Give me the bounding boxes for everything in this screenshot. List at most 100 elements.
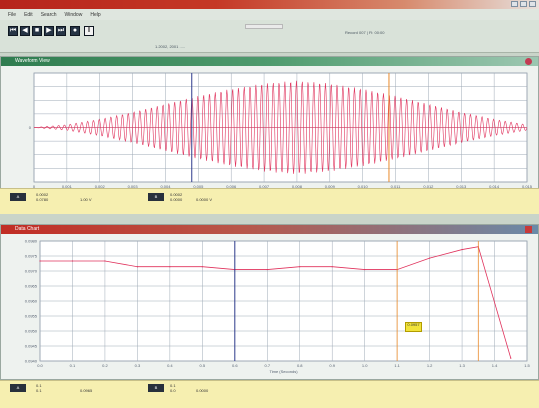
x-tick-label: 1.5	[524, 363, 530, 368]
data-point	[461, 248, 463, 251]
menu-edit[interactable]: Edit	[24, 11, 33, 18]
cursor-a-value: 1.00 V	[80, 197, 92, 202]
panel-status-icon	[525, 58, 532, 65]
data-chart-panel-header: Data Chart	[1, 225, 538, 234]
close-button[interactable]	[529, 1, 536, 7]
marker-label: 0.0957	[405, 322, 422, 332]
x-tick-label: 0.012	[423, 184, 434, 189]
toolbar-status-left: 1.2002, 2001 .....	[155, 44, 186, 49]
data-chart-readout: A 0.1 0.1 0.0965 B 0.1 0.0 0.0000	[0, 380, 539, 398]
x-axis-title: Time (Seconds)	[269, 369, 298, 374]
x-tick-label: 0.014	[489, 184, 500, 189]
cursor-a2-line1: 0.1	[36, 383, 42, 388]
menu-help[interactable]: Help	[90, 11, 101, 18]
toolbar: ⏮ ◀ ■ ▶ ⏭ ● ‖ 1.2002, 2001 ..... Record …	[0, 20, 539, 68]
cursor-a-icon-2[interactable]: A	[10, 384, 26, 392]
data-point	[364, 268, 366, 271]
data-series	[40, 246, 512, 359]
x-tick-label: 1.4	[492, 363, 498, 368]
cursor-b-icon-2[interactable]: B	[148, 384, 164, 392]
data-point	[201, 266, 203, 268]
cursor-b-values: 0.0002 0.0000	[170, 192, 182, 202]
toolbar-status-right: Record 007 | Fi: 00:00	[345, 30, 385, 35]
x-tick-label: 0.007	[259, 184, 270, 189]
play-button[interactable]: ▶	[44, 26, 54, 36]
x-tick-label: 0.015	[522, 184, 533, 189]
x-tick-label: 0.9	[329, 363, 335, 368]
cursor-a-line2: 0.0780	[36, 197, 49, 202]
y-tick-label: 0.0960	[25, 299, 38, 304]
data-point	[39, 260, 41, 262]
menu-file[interactable]: File	[8, 11, 17, 18]
menu-bar: File Edit Search Window Help	[0, 9, 539, 20]
maximize-button[interactable]	[520, 1, 527, 7]
menu-search[interactable]: Search	[40, 11, 57, 18]
pause-button[interactable]: ‖	[84, 26, 94, 36]
data-chart-panel-title: Data Chart	[15, 226, 40, 232]
x-tick-label: 1.2	[427, 363, 433, 368]
x-tick-label: 1.0	[362, 363, 368, 368]
record-button[interactable]: ●	[70, 26, 80, 36]
stop-button[interactable]: ■	[32, 26, 42, 36]
cursor-b-line2: 0.0000	[170, 197, 183, 202]
cursor-b-icon[interactable]: B	[148, 193, 164, 201]
x-tick-label: 0.003	[128, 184, 139, 189]
waveform-panel-header: Waveform View	[1, 57, 538, 66]
x-tick-label: 0	[33, 184, 36, 189]
step-back-button[interactable]: ◀	[20, 26, 30, 36]
data-point	[266, 268, 268, 271]
skip-back-button[interactable]: ⏮	[8, 26, 18, 36]
x-tick-label: 0.010	[358, 184, 369, 189]
title-bar	[0, 0, 539, 9]
status-bar	[0, 398, 539, 408]
y-tick-label: 0.0980	[25, 239, 38, 244]
data-point	[104, 260, 106, 262]
cursor-a-values-2: 0.1 0.1	[36, 383, 42, 393]
data-point	[429, 257, 431, 259]
data-point	[71, 260, 74, 262]
x-tick-label: 0.0	[37, 363, 43, 368]
data-chart-plot[interactable]: 0.0 0.1 0.2 0.3 0.4 0.5 0.6 0.7 0.8 0.9 1.0 1.1 1.2 1…	[0, 233, 539, 379]
y-tick-label: 0.0965	[25, 284, 38, 289]
y-tick-label: 0.0955	[25, 314, 38, 319]
data-point	[510, 357, 512, 359]
x-tick-label: 0.009	[325, 184, 336, 189]
cursor-a-icon[interactable]: A	[10, 193, 26, 201]
cursor-b2-line1: 0.1	[170, 383, 176, 388]
x-tick-label: 1.1	[394, 363, 400, 368]
waveform-panel-title: Waveform View	[15, 58, 50, 64]
x-tick-label: 0.011	[391, 184, 401, 189]
step-forward-button[interactable]: ⏭	[56, 26, 66, 36]
toolbar-input[interactable]	[245, 24, 283, 29]
cursor-b-value: 0.0000 V	[196, 197, 213, 202]
waveform-plot[interactable]: 0 0.001 0.002 0.003 0.004 0.005 0.006 0.007 0.00…	[0, 65, 539, 205]
x-tick-label: 0.004	[160, 184, 171, 189]
cursor-a-values: 0.0002 0.0780	[36, 192, 48, 202]
cursor-a2-value: 0.0965	[80, 388, 93, 393]
x-tick-label: 0.013	[456, 184, 467, 189]
x-tick-label: 0.005	[193, 184, 204, 189]
data-point	[331, 266, 333, 268]
x-tick-label: 0.7	[264, 363, 270, 368]
x-tick-label: 1.3	[459, 363, 465, 368]
waveform-readout: A 0.0002 0.0780 1.00 V B 0.0002 0.0000 0…	[0, 188, 539, 214]
x-tick-label: 0.3	[135, 363, 141, 368]
y-tick-label: 0.0975	[25, 254, 38, 259]
y-tick-label: 0.0940	[25, 359, 38, 364]
panel-close-icon[interactable]	[525, 226, 532, 233]
y-tick-label: 0.0970	[25, 269, 38, 274]
cursor-b-values-2: 0.1 0.0	[170, 383, 176, 393]
data-point	[169, 266, 171, 268]
x-tick-label: 0.2	[102, 363, 108, 368]
y-tick-label: 0	[29, 125, 32, 130]
x-tick-label: 0.008	[292, 184, 303, 189]
x-tick-label: 0.4	[167, 363, 173, 368]
data-point	[136, 266, 138, 268]
x-tick-label: 0.1	[70, 363, 76, 368]
cursor-b2-value: 0.0000	[196, 388, 209, 393]
x-tick-label: 0.8	[297, 363, 303, 368]
cursor-a2-line2: 0.1	[36, 388, 42, 393]
minimize-button[interactable]	[511, 1, 518, 7]
menu-window[interactable]: Window	[64, 11, 83, 18]
cursor-b2-line2: 0.0	[170, 388, 176, 393]
